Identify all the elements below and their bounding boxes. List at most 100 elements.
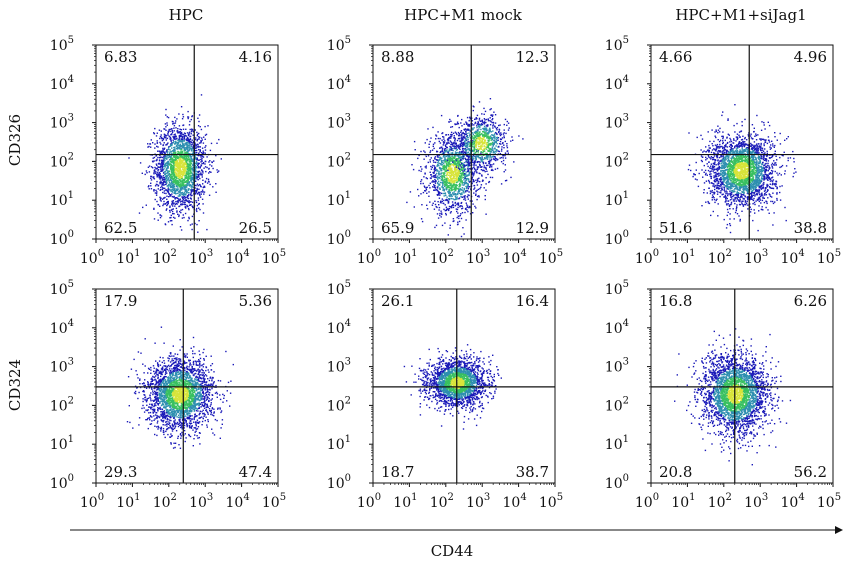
event-dot [201,139,203,141]
event-dot [155,159,157,162]
event-dot [192,159,194,161]
event-dot [461,180,463,182]
event-dot [452,157,454,160]
event-dot [424,190,426,192]
event-dot [462,131,464,134]
event-dot [171,143,173,146]
event-dot [498,124,500,127]
event-dot [499,157,501,159]
event-dot [455,180,458,182]
event-dot [157,146,159,148]
event-dot [169,145,171,147]
event-dot [170,128,172,130]
event-dot [169,206,171,208]
event-dot [465,179,468,181]
event-dot [185,180,188,182]
event-dot [435,172,438,175]
event-dot [172,123,174,125]
event-dot [479,164,481,167]
event-dot [466,154,468,157]
event-dot [457,114,459,117]
event-dot [489,152,491,154]
event-dot [175,157,177,160]
event-dot [492,118,494,120]
event-dot [454,204,457,207]
event-dot [161,163,164,165]
event-dot [201,157,203,160]
event-dot [196,134,198,137]
event-dot [188,156,190,159]
event-dot [445,160,447,163]
event-dot [455,144,458,146]
event-dot [458,133,460,135]
event-dot [474,140,476,142]
event-dot [447,152,449,154]
event-dot [188,177,190,179]
event-dot [165,164,168,167]
event-dot [483,148,485,150]
event-dot [464,142,467,144]
event-dot [490,169,493,171]
event-dot [173,152,175,154]
event-dot [476,129,479,131]
event-dot [455,240,456,241]
event-dot [155,192,158,195]
event-dot [490,150,492,152]
event-dot [199,185,202,187]
event-dot [147,143,149,145]
event-dot [181,187,183,189]
event-dot [481,145,483,147]
event-dot [460,162,463,165]
event-dot [165,151,167,153]
event-dot [170,169,173,172]
event-dot [723,177,725,179]
event-dot [465,131,467,133]
event-dot [190,157,192,159]
event-dot [490,120,492,123]
event-dot [186,159,188,161]
event-dot [197,231,199,233]
event-dot [420,182,422,185]
event-dot [181,177,184,179]
event-dot [478,195,480,197]
event-dot [462,150,464,152]
event-dot [473,150,475,152]
x-tick-label: 101 [116,248,140,267]
event-dot [458,153,461,155]
event-dot [160,168,162,170]
event-dot [165,108,167,111]
event-dot [191,181,193,184]
event-dot [420,150,422,153]
event-dot [504,180,507,182]
event-dot [460,213,462,215]
event-dot [201,174,203,176]
event-dot [458,156,460,158]
event-dot [476,140,478,143]
event-dots [406,98,524,241]
event-dot [480,152,482,154]
event-dot [428,184,430,187]
event-dot [469,118,471,120]
event-dot [456,169,458,171]
event-dot [485,168,487,170]
event-dot [475,146,477,148]
event-dot [476,195,479,198]
event-dot [465,185,467,188]
event-dot [445,166,447,168]
event-dot [166,154,169,157]
event-dot [172,161,174,163]
event-dot [156,158,158,161]
event-dot [445,212,447,215]
event-dot [185,164,188,167]
event-dot [160,175,162,177]
event-dot [460,235,463,238]
event-dot [167,171,169,174]
event-dot [461,175,463,177]
event-dot [473,167,476,170]
event-dot [462,141,464,144]
event-dot [437,201,439,203]
event-dot [723,148,726,150]
event-dot [473,131,476,133]
event-dot [447,162,449,165]
event-dot [182,159,184,161]
